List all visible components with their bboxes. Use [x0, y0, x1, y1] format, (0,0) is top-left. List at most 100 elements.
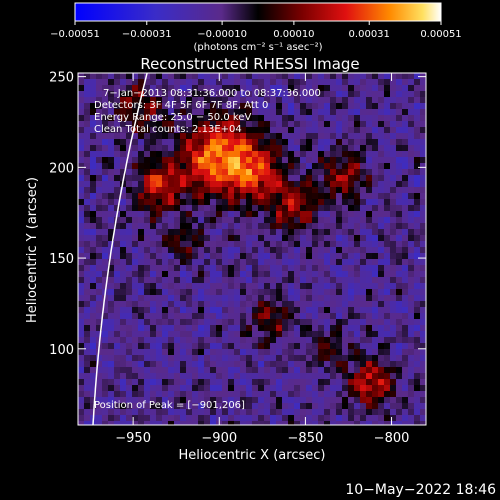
heatmap-cell	[372, 91, 379, 98]
heatmap-cell	[78, 211, 85, 218]
heatmap-cell	[156, 415, 163, 422]
heatmap-cell	[114, 265, 121, 272]
heatmap-cell	[294, 91, 301, 98]
heatmap-cell	[294, 151, 301, 158]
heatmap-cell	[240, 157, 247, 164]
heatmap-cell	[336, 151, 343, 158]
heatmap-cell	[402, 229, 409, 236]
heatmap-cell	[114, 115, 121, 122]
heatmap-cell	[210, 217, 217, 224]
heatmap-cell	[246, 175, 253, 182]
heatmap-cell	[342, 223, 349, 230]
heatmap-cell	[396, 187, 403, 194]
heatmap-cell	[156, 121, 163, 128]
heatmap-cell	[150, 367, 157, 374]
heatmap-cell	[354, 313, 361, 320]
heatmap-cell	[264, 283, 271, 290]
heatmap-cell	[402, 151, 409, 158]
heatmap-cell	[420, 271, 426, 278]
heatmap-cell	[252, 175, 259, 182]
heatmap-cell	[420, 415, 426, 422]
heatmap-cell	[168, 409, 175, 416]
heatmap-cell	[408, 169, 415, 176]
heatmap-cell	[144, 109, 151, 116]
heatmap-cell	[234, 229, 241, 236]
heatmap-cell	[270, 325, 277, 332]
heatmap-cell	[420, 223, 426, 230]
heatmap-cell	[204, 91, 211, 98]
heatmap-cell	[84, 241, 91, 248]
heatmap-cell	[390, 409, 397, 416]
heatmap-cell	[330, 205, 337, 212]
heatmap-cell	[240, 247, 247, 254]
heatmap-cell	[270, 145, 277, 152]
heatmap-cell	[102, 109, 109, 116]
heatmap-cell	[228, 265, 235, 272]
heatmap-cell	[90, 361, 97, 368]
heatmap-cell	[360, 205, 367, 212]
heatmap-cell	[354, 283, 361, 290]
heatmap-cell	[390, 235, 397, 242]
heatmap-cell	[336, 133, 343, 140]
heatmap-cell	[366, 265, 373, 272]
heatmap-cell	[186, 145, 193, 152]
heatmap-cell	[180, 211, 187, 218]
heatmap-cell	[342, 169, 349, 176]
heatmap-cell	[378, 289, 385, 296]
heatmap-cell	[276, 391, 283, 398]
heatmap-cell	[222, 361, 229, 368]
heatmap-cell	[126, 121, 133, 128]
heatmap-cell	[246, 223, 253, 230]
heatmap-cell	[270, 253, 277, 260]
heatmap-cell	[78, 187, 85, 194]
heatmap-cell	[150, 235, 157, 242]
heatmap-cell	[360, 187, 367, 194]
heatmap-cell	[294, 307, 301, 314]
heatmap-cell	[114, 181, 121, 188]
heatmap-cell	[222, 301, 229, 308]
heatmap-cell	[144, 241, 151, 248]
heatmap-cell	[306, 307, 313, 314]
heatmap-cell	[114, 109, 121, 116]
heatmap-cell	[402, 133, 409, 140]
heatmap-cell	[228, 301, 235, 308]
heatmap-cell	[354, 247, 361, 254]
heatmap-cell	[384, 145, 391, 152]
heatmap-cell	[258, 97, 265, 104]
heatmap-cell	[222, 223, 229, 230]
heatmap-cell	[108, 349, 115, 356]
heatmap-cell	[174, 313, 181, 320]
heatmap-cell	[270, 235, 277, 242]
heatmap-cell	[312, 343, 319, 350]
heatmap-cell	[138, 115, 145, 122]
heatmap-cell	[168, 337, 175, 344]
heatmap-cell	[204, 169, 211, 176]
heatmap-cell	[396, 241, 403, 248]
heatmap-cell	[252, 139, 259, 146]
heatmap-cell	[174, 103, 181, 110]
heatmap-cell	[318, 295, 325, 302]
heatmap-cell	[150, 253, 157, 260]
heatmap-cell	[342, 259, 349, 266]
heatmap-cell	[306, 283, 313, 290]
heatmap-cell	[120, 73, 127, 80]
heatmap-cell	[192, 223, 199, 230]
heatmap-cell	[282, 373, 289, 380]
heatmap-cell	[354, 145, 361, 152]
heatmap-cell	[84, 343, 91, 350]
heatmap-cell	[210, 265, 217, 272]
heatmap-cell	[360, 91, 367, 98]
heatmap-cell	[180, 277, 187, 284]
heatmap-cell	[78, 343, 85, 350]
heatmap-cell	[144, 283, 151, 290]
heatmap-cell	[330, 187, 337, 194]
heatmap-cell	[222, 133, 229, 140]
heatmap-cell	[186, 313, 193, 320]
heatmap-cell	[348, 199, 355, 206]
heatmap-cell	[90, 145, 97, 152]
heatmap-cell	[144, 403, 151, 410]
heatmap-cell	[186, 379, 193, 386]
heatmap-cell	[114, 175, 121, 182]
heatmap-cell	[252, 223, 259, 230]
heatmap-cell	[264, 385, 271, 392]
